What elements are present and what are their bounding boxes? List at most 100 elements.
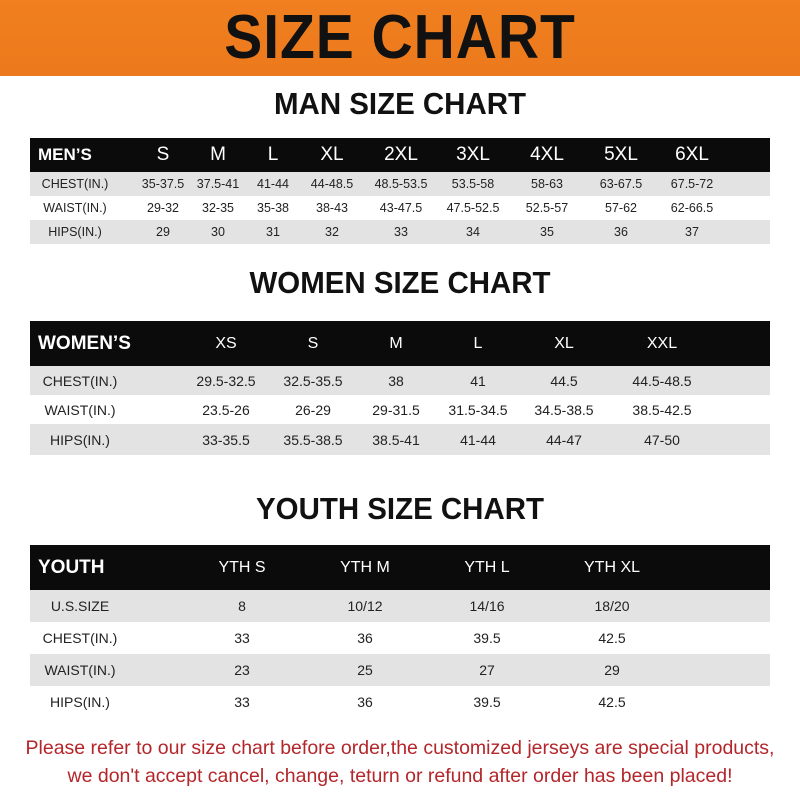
table-row: CHEST(IN.) 33 36 39.5 42.5: [30, 622, 770, 654]
table-cell: 34.5-38.5: [534, 401, 594, 418]
table-row: HIPS(IN.) 33-35.5 35.5-38.5 38.5-41 41-44 44-…: [30, 424, 770, 455]
table-cell: 57-62: [605, 201, 637, 215]
measure-label: CHEST(IN.): [42, 372, 118, 389]
measure-label: WAIST(IN.): [43, 201, 107, 215]
measure-label: HIPS(IN.): [50, 431, 110, 448]
size-header: L: [267, 144, 279, 165]
size-header: M: [389, 334, 403, 352]
table-cell: 53.5-58: [451, 177, 495, 191]
table-cell: 67.5-72: [670, 177, 714, 191]
table-cell: 27: [479, 662, 495, 678]
table-cell: 31.5-34.5: [448, 401, 508, 418]
table-cell: 38.5-42.5: [632, 401, 692, 418]
table-cell: 42.5: [598, 694, 626, 710]
table-row: CHEST(IN.) 35-37.5 37.5-41 41-44 44-48.5 48.5…: [30, 172, 770, 196]
size-header: S: [156, 144, 170, 165]
table-cell: 62-66.5: [670, 201, 714, 215]
table-row: CHEST(IN.) 29.5-32.5 32.5-35.5 38 41 44.5 44.5…: [30, 366, 770, 395]
table-row: WAIST(IN.) 23.5-26 26-29 29-31.5 31.5-34.5 34…: [30, 395, 770, 424]
size-header: XL: [554, 334, 574, 352]
men-header-label: MEN’S: [38, 145, 92, 164]
table-cell: 29.5-32.5: [196, 372, 256, 389]
table-cell: 38: [388, 372, 404, 389]
table-cell: 41-44: [257, 177, 289, 191]
size-header: XXL: [646, 334, 678, 352]
measure-label: WAIST(IN.): [44, 401, 116, 418]
table-cell: 29-31.5: [372, 401, 420, 418]
measure-label: CHEST(IN.): [41, 177, 109, 191]
banner: SIZE CHART: [0, 0, 800, 76]
size-header: 2XL: [384, 144, 418, 165]
notice-line-1: Please refer to our size chart before or…: [25, 737, 775, 759]
table-cell: 41-44: [460, 431, 496, 448]
table-cell: 47-50: [644, 431, 680, 448]
size-header: 3XL: [456, 144, 490, 165]
table-cell: 41: [470, 372, 486, 389]
table-cell: 38.5-41: [372, 431, 420, 448]
women-header-label: WOMEN’S: [38, 332, 131, 354]
measure-label: U.S.SIZE: [50, 598, 110, 614]
table-cell: 32.5-35.5: [283, 372, 343, 389]
table-row: HIPS(IN.) 29 30 31 32 33 34 35 36 37: [30, 220, 770, 244]
size-header: XL: [320, 144, 344, 165]
table-cell: 35: [540, 225, 554, 239]
table-row: WAIST(IN.) 29-32 32-35 35-38 38-43 43-47.5 47.…: [30, 196, 770, 220]
table-cell: 44.5-48.5: [632, 372, 692, 389]
table-cell: 14/16: [469, 598, 505, 614]
size-header: YTH S: [218, 558, 266, 576]
table-cell: 32: [325, 225, 339, 239]
women-title: WOMEN SIZE CHART: [249, 265, 551, 300]
table-cell: 52.5-57: [525, 201, 569, 215]
table-cell: 33: [234, 694, 250, 710]
measure-label: CHEST(IN.): [42, 630, 118, 646]
size-header: S: [307, 334, 319, 352]
table-cell: 34: [466, 225, 480, 239]
men-header-row: MEN’S S M L XL 2XL 3XL 4XL 5XL 6XL: [30, 138, 770, 172]
table-cell: 44.5: [550, 372, 578, 389]
table-cell: 35-38: [257, 201, 289, 215]
table-cell: 36: [357, 630, 373, 646]
table-cell: 35.5-38.5: [283, 431, 343, 448]
table-cell: 33: [234, 630, 250, 646]
table-cell: 33-35.5: [202, 431, 250, 448]
measure-label: WAIST(IN.): [44, 662, 116, 678]
table-cell: 29: [156, 225, 170, 239]
table-cell: 44-48.5: [310, 177, 354, 191]
banner-title: SIZE CHART: [224, 3, 576, 72]
table-cell: 36: [357, 694, 373, 710]
table-cell: 39.5: [473, 694, 501, 710]
size-header: YTH L: [464, 558, 510, 576]
size-header: M: [210, 144, 226, 165]
women-header-row: WOMEN’S XS S M L XL XXL: [30, 321, 770, 366]
table-cell: 37: [685, 225, 699, 239]
youth-title: YOUTH SIZE CHART: [256, 491, 544, 526]
table-cell: 32-35: [202, 201, 234, 215]
table-cell: 36: [614, 225, 628, 239]
table-cell: 18/20: [594, 598, 630, 614]
size-header: XS: [215, 334, 237, 352]
notice: Please refer to our size chart before or…: [0, 734, 800, 790]
men-title: MAN SIZE CHART: [274, 86, 526, 121]
size-header: 4XL: [530, 144, 564, 165]
size-header: 6XL: [675, 144, 709, 165]
table-cell: 23.5-26: [202, 401, 250, 418]
notice-line-2: we don't accept cancel, change, teturn o…: [67, 765, 733, 787]
youth-header-row: YOUTH YTH S YTH M YTH L YTH XL: [30, 545, 770, 590]
table-cell: 48.5-53.5: [374, 177, 428, 191]
table-cell: 43-47.5: [379, 201, 423, 215]
table-cell: 38-43: [316, 201, 348, 215]
youth-header-label: YOUTH: [38, 556, 105, 578]
table-cell: 37.5-41: [196, 177, 240, 191]
size-header: L: [473, 334, 483, 352]
measure-label: HIPS(IN.): [50, 694, 110, 710]
table-cell: 44-47: [546, 431, 582, 448]
table-cell: 23: [234, 662, 250, 678]
table-cell: 29: [604, 662, 620, 678]
table-cell: 63-67.5: [599, 177, 643, 191]
table-cell: 58-63: [531, 177, 563, 191]
table-cell: 25: [357, 662, 373, 678]
table-cell: 30: [211, 225, 225, 239]
table-row: WAIST(IN.) 23 25 27 29: [30, 654, 770, 686]
table-cell: 33: [394, 225, 408, 239]
measure-label: HIPS(IN.): [48, 225, 102, 239]
